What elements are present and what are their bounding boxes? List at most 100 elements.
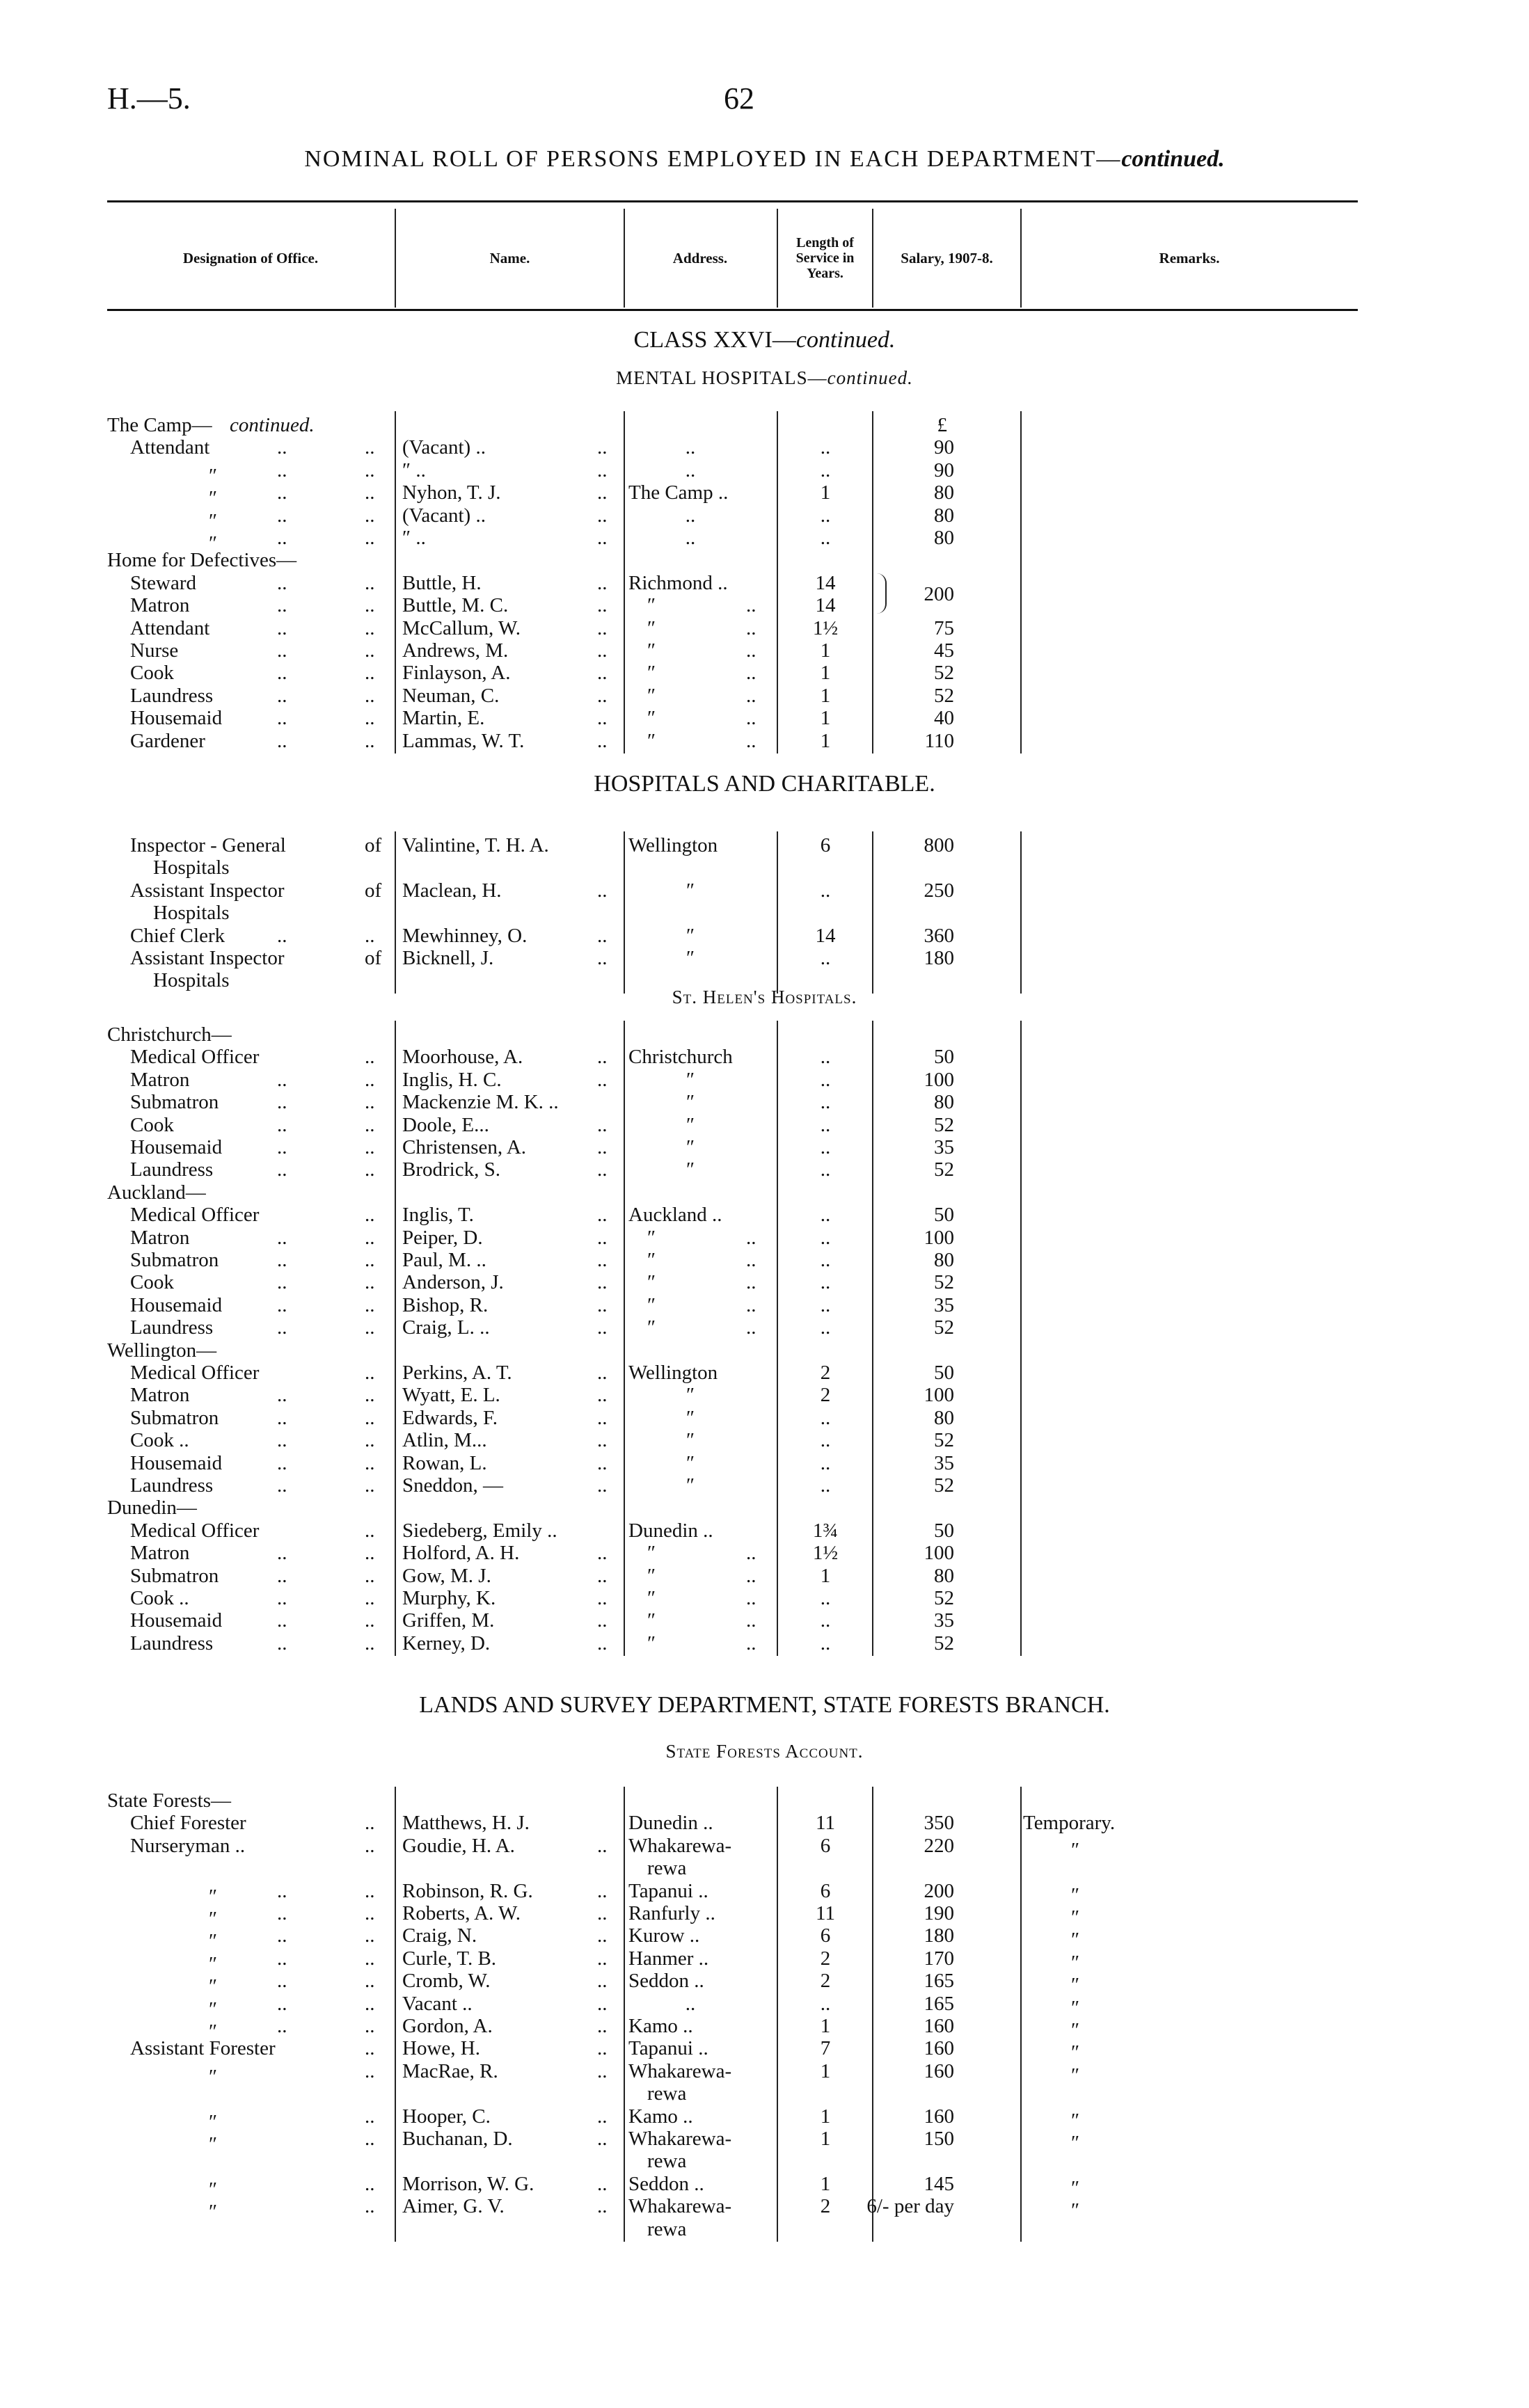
table-row: Assistant Forester.. Howe, H... Tapanui ..…	[0, 2037, 1529, 2064]
leader-dots: ..	[365, 1046, 375, 1069]
leader-dots: ..	[746, 1609, 756, 1632]
length-of-service: 1½	[812, 1542, 839, 1565]
leader-dots: ..	[365, 729, 375, 752]
section-subheading: MENTAL HOSPITALS—continued.	[0, 367, 1529, 389]
leader-dots: ..	[277, 729, 287, 752]
name: Martin, E.	[402, 707, 485, 730]
designation: Gardener	[130, 729, 205, 752]
leader-dots: ..	[277, 1226, 287, 1249]
address: ″	[686, 1384, 695, 1407]
designation: Medical Officer	[130, 1362, 260, 1384]
table-row: Medical Officer.. Perkins, A. T... Welling…	[0, 1362, 1529, 1384]
name: Peiper, D.	[402, 1226, 483, 1249]
leader-dots: ..	[597, 1271, 608, 1294]
leader-dots: ..	[277, 2015, 287, 2037]
salary: 52	[934, 1429, 954, 1452]
leader-dots: ..	[597, 1068, 608, 1091]
address: Whakarewa-	[628, 2059, 732, 2082]
leader-dots: ..	[277, 1091, 287, 1114]
salary: 100	[924, 1384, 955, 1407]
table-row: Matron.... Buttle, M. C... ″.. 14	[0, 594, 1529, 616]
leader-dots: ..	[597, 684, 608, 707]
leader-dots: ..	[365, 1947, 375, 1970]
length-of-service: 6	[820, 1924, 831, 1947]
designation: Housemaid	[130, 1293, 223, 1316]
length-of-service: 14	[815, 571, 836, 594]
salary: 100	[924, 1542, 955, 1565]
salary: 52	[934, 1271, 954, 1294]
leader-dots: ..	[365, 459, 375, 481]
leader-dots: ..	[597, 1970, 608, 1993]
leader-dots: ..	[365, 1136, 375, 1158]
leader-dots: ..	[365, 616, 375, 639]
length-of-service: ..	[820, 1451, 831, 1474]
leader-dots: ..	[597, 436, 608, 459]
leader-dots: ..	[365, 481, 375, 504]
leader-dots: ..	[597, 1406, 608, 1429]
length-of-service: ..	[820, 459, 831, 481]
address: Wellington	[628, 834, 718, 856]
document-title: NOMINAL ROLL OF PERSONS EMPLOYED IN EACH…	[0, 146, 1529, 173]
leader-dots: ..	[365, 1474, 375, 1497]
column-divider	[872, 831, 873, 994]
name: Rowan, L.	[402, 1451, 487, 1474]
address: Tapanui ..	[628, 2037, 708, 2060]
header-length: Length of Service in Years.	[795, 235, 855, 281]
leader-dots: ..	[277, 1451, 287, 1474]
table-row: ″.... Gordon, A... Kamo .. 1 160 ″	[0, 2015, 1529, 2043]
length-of-service: 1	[820, 2059, 831, 2082]
section-heading: LANDS AND SURVEY DEPARTMENT, STATE FORES…	[0, 1692, 1529, 1719]
table-row: ″.. Buchanan, D... Whakarewa- 1 150 ″	[0, 2128, 1529, 2155]
name: Inglis, T.	[402, 1204, 474, 1227]
leader-dots: ..	[365, 1609, 375, 1632]
remarks: ″	[1070, 1929, 1080, 1952]
leader-dots: ..	[597, 1249, 608, 1271]
length-of-service: 6	[820, 834, 831, 856]
column-divider	[624, 1021, 625, 1657]
address: ″	[686, 1451, 695, 1474]
leader-dots: ..	[597, 1293, 608, 1316]
salary: 145	[924, 2172, 955, 2195]
section-subheading: St. Helen's Hospitals.	[0, 987, 1529, 1008]
leader-dots: ..	[597, 1632, 608, 1654]
leader-dots: ..	[277, 571, 287, 594]
leader-dots: ..	[365, 2059, 375, 2082]
leader-dots: ..	[277, 1474, 287, 1497]
column-divider	[872, 1787, 873, 2242]
remarks: ″	[1070, 1974, 1080, 1997]
address: ″	[647, 1609, 656, 1632]
table-row: Hospitals	[0, 856, 1529, 879]
table-row: rewa	[0, 2082, 1529, 2105]
table-row: ″.... Vacant ........ 165 ″	[0, 1992, 1529, 2020]
leader-dots: ..	[277, 1902, 287, 1924]
address: Tapanui ..	[628, 1879, 708, 1902]
leader-dots: ..	[746, 1293, 756, 1316]
address: ..	[685, 459, 696, 481]
table-row: Submatron.... Gow, M. J... ″.. 1 80	[0, 1565, 1529, 1587]
table-row: ″.... Craig, N... Kurow .. 6 180 ″	[0, 1924, 1529, 1952]
column-divider	[872, 411, 873, 754]
section-heading-text: LANDS AND SURVEY DEPARTMENT, STATE FORES…	[419, 1692, 1110, 1718]
table-row: ″.... ″ ........ 90	[0, 459, 1529, 487]
address: rewa	[647, 2217, 687, 2240]
designation: Nurse	[130, 639, 179, 662]
leader-dots: ..	[597, 504, 608, 527]
leader-dots: ..	[597, 594, 608, 617]
table-row: Christchurch—	[0, 1023, 1529, 1046]
table-row: Nurse.... Andrews, M... ″.. 1 45	[0, 639, 1529, 662]
leader-dots: ..	[365, 1924, 375, 1947]
name: Wyatt, E. L.	[402, 1384, 500, 1407]
leader-dots: ..	[277, 1564, 287, 1587]
length-of-service: 1	[820, 481, 831, 504]
length-of-service: ..	[820, 1158, 831, 1181]
length-of-service: ..	[820, 1992, 831, 2015]
leader-dots: ..	[597, 1992, 608, 2015]
leader-dots: ..	[277, 504, 287, 527]
length-of-service: 1	[820, 662, 831, 685]
title-main: NOMINAL ROLL OF PERSONS EMPLOYED IN EACH…	[304, 146, 1122, 172]
name: Holford, A. H.	[402, 1542, 520, 1565]
name: Roberts, A. W.	[402, 1902, 521, 1924]
header-column-divider	[395, 209, 396, 308]
leader-dots: ..	[365, 436, 375, 459]
designation: ″	[209, 1885, 218, 1908]
